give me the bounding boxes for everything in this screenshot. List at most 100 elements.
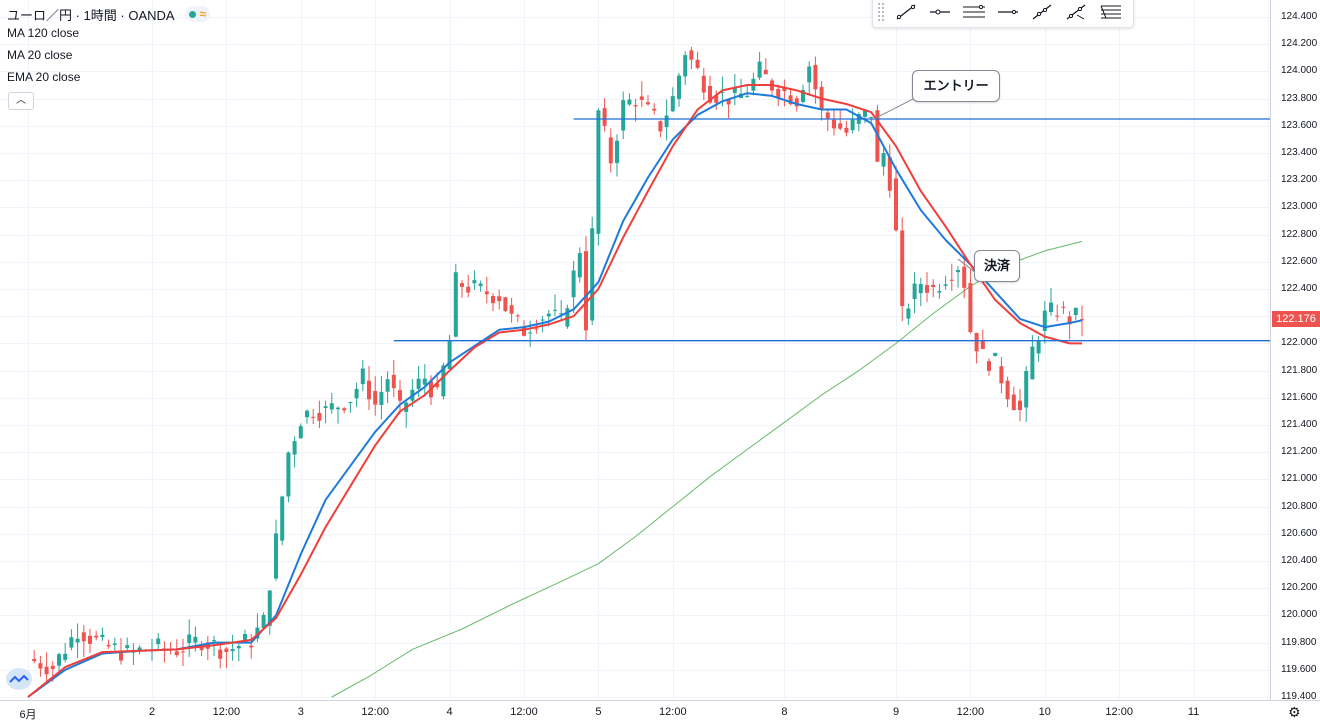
candle-body (360, 368, 365, 385)
candle-body (212, 640, 216, 642)
candle (360, 359, 365, 391)
price-scale[interactable]: 124.400 124.200 124.000 123.800 123.600 123.4… (1271, 0, 1320, 722)
candle (1067, 311, 1072, 340)
candle (726, 98, 731, 119)
candle-body (1005, 380, 1010, 400)
candle-body (466, 286, 471, 293)
candle (584, 236, 588, 341)
exit-callout[interactable]: 決済 (974, 250, 1020, 283)
candle-body (416, 378, 421, 389)
entry-callout[interactable]: エントリー (912, 70, 1001, 103)
fib-retracement-tool[interactable] (1093, 0, 1127, 25)
extended-line-tool[interactable] (1025, 0, 1059, 25)
candle-body (342, 408, 347, 411)
candle (633, 98, 638, 122)
candle-body (801, 90, 805, 102)
candle (807, 61, 812, 96)
price-tick-label: 122.600 (1281, 255, 1318, 267)
candle-body (1030, 346, 1035, 380)
candle (491, 293, 495, 312)
candle-body (683, 55, 688, 77)
chevron-up-icon: ︿ (16, 95, 26, 106)
candle (832, 109, 836, 136)
candle-body (584, 251, 588, 331)
time-tick-label: 4 (446, 706, 453, 718)
candle (305, 409, 309, 424)
chart-grid (0, 0, 1270, 700)
candle (559, 300, 564, 322)
candle-body (1061, 306, 1066, 308)
candle (602, 98, 607, 132)
candle (987, 358, 991, 376)
candle (249, 634, 254, 659)
candle-body (317, 412, 322, 421)
candle (664, 99, 669, 141)
candle-body (119, 653, 123, 661)
candle-body (912, 283, 917, 300)
market-status-badge[interactable]: ≈ (184, 6, 211, 22)
price-tick-label: 121.200 (1281, 446, 1318, 458)
parallel-channel-icon (963, 4, 985, 18)
candle (670, 87, 675, 113)
candle-body (336, 407, 340, 410)
indicator-ema20-label[interactable]: EMA 20 close (7, 70, 81, 84)
candle-body (503, 297, 508, 312)
candle-body (491, 296, 495, 304)
candle-body (869, 116, 874, 118)
candle-body (639, 96, 644, 100)
candle-body (199, 646, 204, 651)
info-line-icon (1066, 4, 1086, 20)
candle-body (652, 108, 657, 111)
info-line-tool[interactable] (1059, 0, 1093, 25)
candle (199, 641, 204, 657)
candle (354, 382, 359, 408)
candle-body (807, 66, 812, 83)
candle (131, 643, 136, 665)
candle (323, 400, 328, 424)
indicator-ma120-label[interactable]: MA 120 close (7, 26, 80, 40)
candle-body (280, 496, 285, 541)
candle (224, 647, 229, 669)
tradingview-logo-icon[interactable] (6, 668, 32, 690)
trend-line-tool[interactable] (889, 0, 923, 25)
price-tick-label: 123.600 (1281, 119, 1318, 131)
candle (1073, 307, 1078, 321)
price-tick-label: 123.400 (1281, 147, 1318, 158)
horizontal-ray-tool[interactable] (923, 0, 957, 25)
candle (342, 407, 347, 414)
candle-body (181, 651, 185, 653)
candle-body (670, 96, 675, 112)
candle-body (379, 391, 384, 405)
candle (757, 51, 762, 81)
candle (627, 93, 632, 106)
indicator-ma20-label[interactable]: MA 20 close (7, 48, 73, 62)
candle (1036, 335, 1041, 362)
candle (937, 283, 942, 299)
candle (69, 629, 74, 651)
candle-body (980, 340, 985, 349)
candle-body (627, 99, 632, 105)
drag-handle-icon[interactable] (877, 2, 885, 22)
candle-body (292, 441, 297, 455)
gear-icon[interactable]: ⚙ (1288, 704, 1301, 720)
candle (472, 270, 477, 290)
data-delay-icon: ≈ (199, 7, 207, 21)
candle (1011, 386, 1016, 411)
candle (32, 649, 37, 664)
candle (348, 401, 353, 413)
candle (398, 379, 402, 415)
candle (776, 84, 781, 107)
candle (460, 280, 464, 298)
collapse-legend-button[interactable]: ︿ (8, 92, 34, 110)
candle-body (962, 266, 967, 288)
candle (286, 451, 291, 503)
candle (689, 46, 694, 70)
parallel-channel-tool[interactable] (957, 0, 991, 25)
symbol-title: ユーロ／円 · 1時間 · OANDA (7, 7, 175, 23)
candle (1061, 301, 1066, 315)
horizontal-line-tool[interactable] (991, 0, 1025, 25)
candle-body (267, 590, 272, 626)
candle-body (44, 666, 49, 675)
ma20-line (27, 92, 1083, 698)
